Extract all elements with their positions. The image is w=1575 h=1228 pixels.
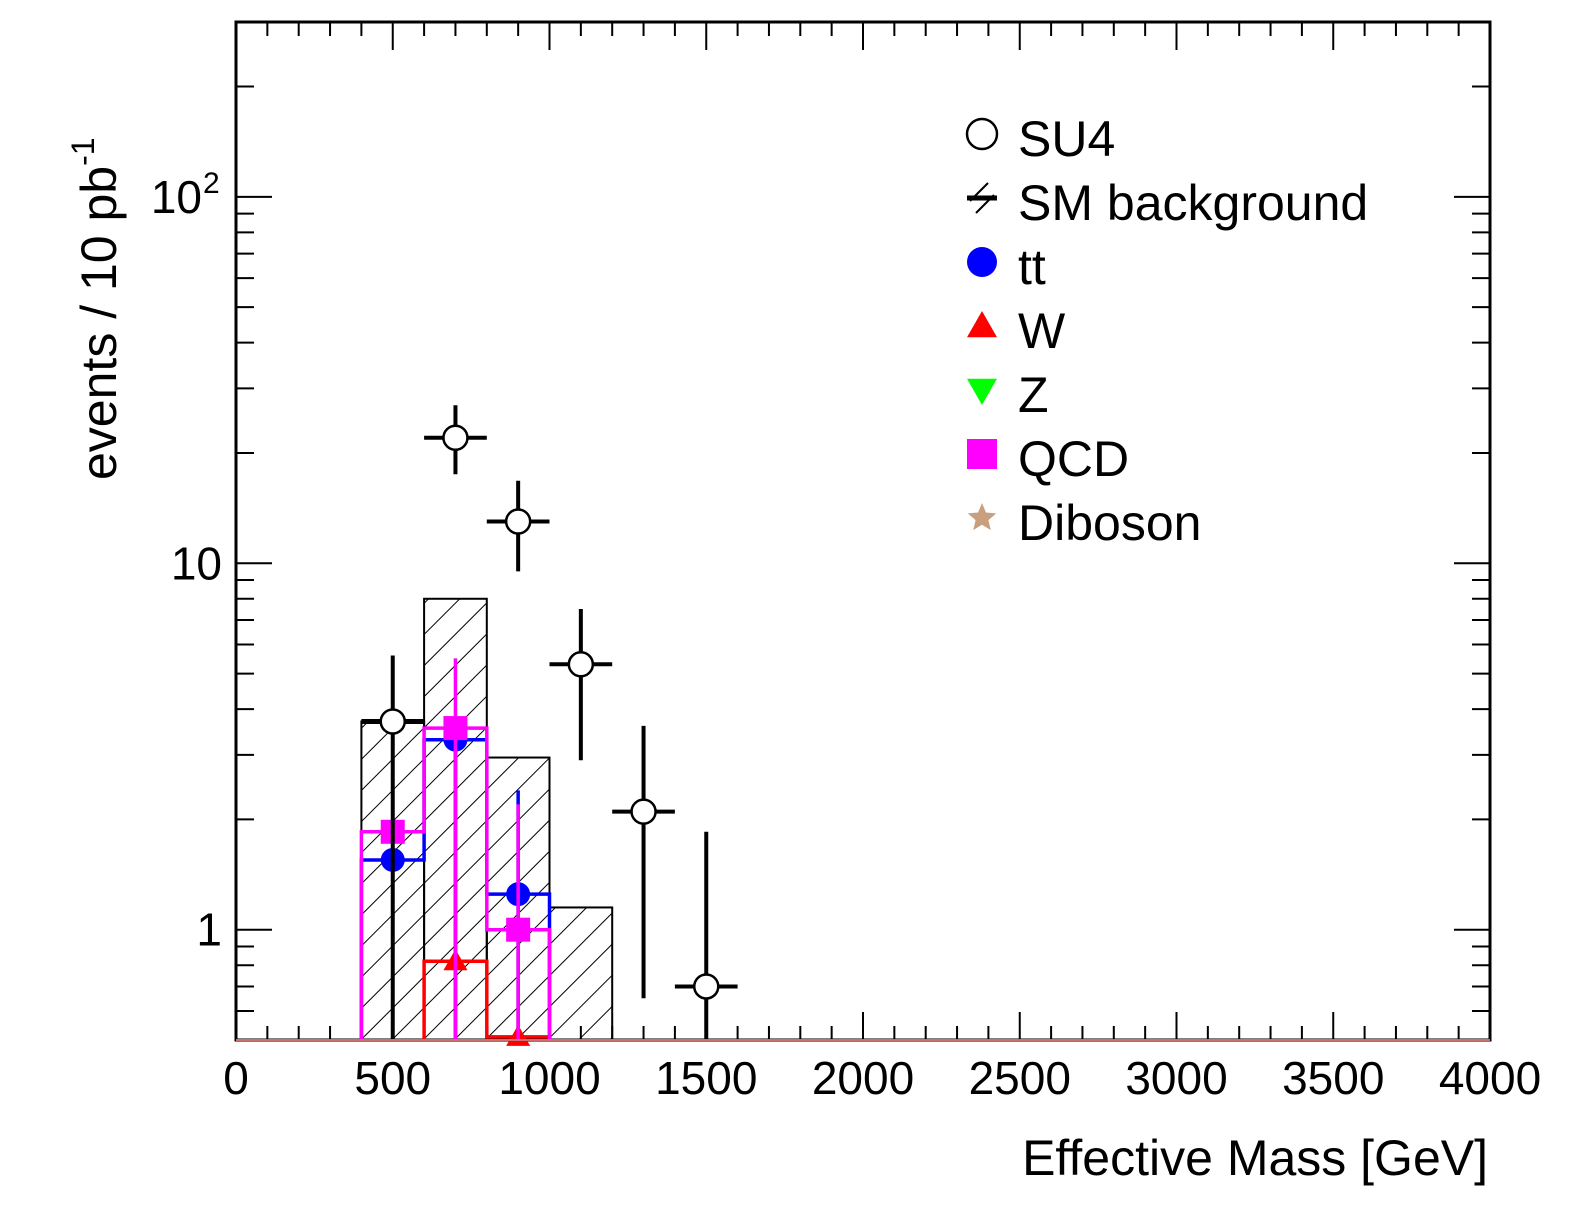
y-tick-label: 10: [151, 171, 202, 223]
legend-hatch: [975, 194, 995, 214]
su4-marker: [379, 708, 406, 735]
x-tick-label: 1000: [498, 1052, 600, 1104]
su4-marker: [630, 798, 657, 825]
x-axis-title: Effective Mass [GeV]: [1022, 1130, 1488, 1186]
y-tick-label-exponent: 2: [203, 167, 220, 200]
legend-hatch: [969, 182, 989, 202]
y-tick-label: 10: [171, 537, 222, 589]
legend-marker-sm-background: [967, 182, 997, 214]
legend-marker-su4: [965, 117, 999, 151]
legend: SU4 SM background tt WZ QCD Diboson: [965, 111, 1368, 551]
y-axis-title-superscript: -1: [65, 137, 101, 165]
sm-background-bar: [548, 906, 614, 1041]
legend-marker-w: [967, 311, 997, 338]
legend-label: tt: [1018, 239, 1046, 295]
y-tick-label: 1: [196, 904, 222, 956]
legend-marker-qcd: [967, 439, 997, 469]
x-tick-label: 3500: [1282, 1052, 1384, 1104]
data-points: [361, 405, 738, 1046]
x-tick-labels: 0 500 1000 1500 2000 2500 3000 3500 4000: [223, 1052, 1541, 1104]
x-tick-label: 2500: [969, 1052, 1071, 1104]
legend-marker-diboson: [967, 503, 997, 531]
legend-label: SU4: [1018, 111, 1115, 167]
x-tick-label: 3000: [1125, 1052, 1227, 1104]
legend-label: Z: [1018, 367, 1049, 423]
x-tick-label: 0: [223, 1052, 249, 1104]
qcd-marker: [506, 917, 531, 942]
x-tick-label: 1500: [655, 1052, 757, 1104]
legend-label: SM background: [1018, 175, 1368, 231]
x-tick-label: 4000: [1439, 1052, 1541, 1104]
legend-marker-tt: [967, 247, 997, 277]
legend-label: Diboson: [1018, 495, 1201, 551]
y-axis-title: events / 10 pb-1: [65, 137, 127, 480]
su4-marker: [504, 508, 532, 535]
x-tick-label: 500: [354, 1052, 431, 1104]
y-axis-title-main: events / 10 pb: [71, 166, 127, 480]
su4-marker: [442, 424, 469, 452]
legend-label: W: [1018, 303, 1066, 359]
qcd-marker: [443, 716, 468, 741]
su4-marker: [693, 973, 720, 1000]
legend-label: QCD: [1018, 431, 1129, 487]
x-tick-label: 2000: [812, 1052, 914, 1104]
su4-marker: [567, 651, 595, 678]
legend-marker-z: [967, 378, 997, 405]
